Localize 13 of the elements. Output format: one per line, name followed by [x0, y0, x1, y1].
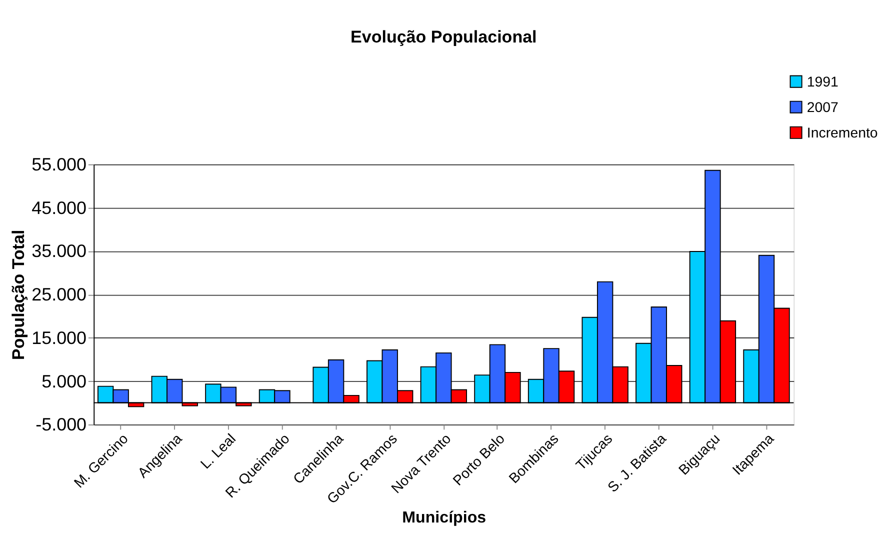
y-tick-label: 25.000: [32, 284, 87, 305]
legend-label: 2007: [806, 100, 839, 116]
legend-label: Incremento: [806, 125, 878, 142]
y-tick-label: 15.000: [32, 328, 87, 348]
y-tick-label: 45.000: [32, 198, 87, 218]
y-tick-label: 5.000: [42, 371, 87, 392]
chart-title: Evolução Populacional: [350, 27, 537, 46]
legend-label: 1991: [806, 74, 839, 90]
y-tick-label: 55.000: [32, 154, 87, 174]
y-axis-title: População Total: [9, 230, 28, 360]
y-tick-label: -5.000: [36, 414, 87, 435]
x-axis-title: Municípios: [402, 508, 486, 527]
y-tick-label: 35.000: [32, 241, 87, 262]
